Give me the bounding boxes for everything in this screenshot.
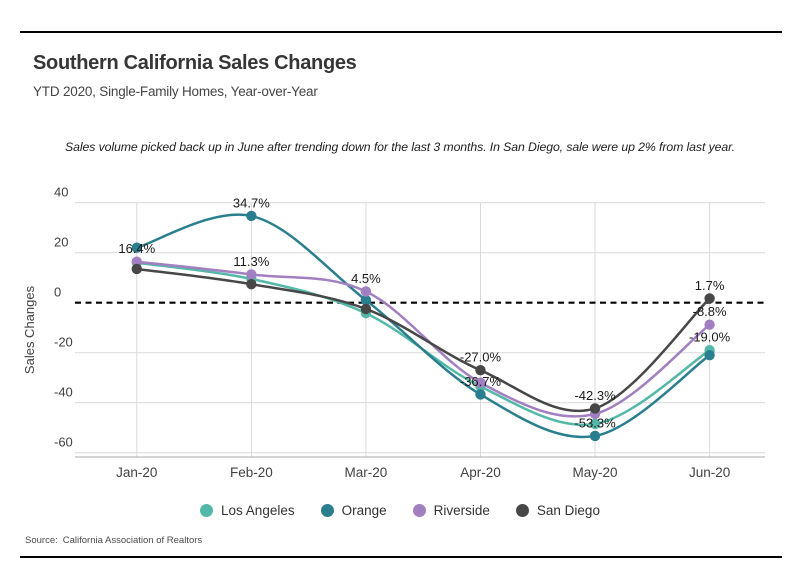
source-label: Source:	[25, 535, 58, 546]
legend-item-riverside: Riverside	[412, 503, 490, 518]
data-point-orange	[475, 389, 486, 400]
series-line-los-angeles	[135, 261, 711, 427]
data-point-san-diego	[704, 293, 715, 304]
y-tick-label: -60	[54, 435, 73, 450]
data-point-orange	[131, 242, 142, 253]
chart-legend: Los Angeles Orange Riverside San Diego	[0, 503, 800, 518]
data-label: 34.7%	[233, 195, 270, 210]
legend-item-san-diego: San Diego	[515, 503, 600, 518]
chart-title: Southern California Sales Changes	[33, 52, 357, 74]
x-tick-label: Feb-20	[230, 465, 273, 480]
data-label: -27.0%	[460, 350, 502, 365]
legend-label: Riverside	[433, 503, 490, 518]
data-point-orange	[360, 295, 372, 306]
source-text: California Association of Realtors	[62, 535, 203, 546]
data-label: 1.7%	[695, 278, 725, 293]
data-point-riverside	[131, 256, 142, 267]
y-tick-label: 0	[54, 285, 61, 300]
data-label: 11.3%	[233, 254, 269, 269]
data-label: -53.3%	[574, 415, 616, 430]
x-tick-label: Jan-20	[116, 465, 157, 480]
legend-dot-orange	[320, 504, 334, 517]
data-label: -8.8%	[693, 304, 727, 319]
legend-item-orange: Orange	[320, 503, 387, 518]
data-label: -36.7%	[460, 374, 502, 389]
legend-dot-riverside	[412, 504, 426, 517]
chart-svg: 40 20 0 -20 -40 -60 Jan-20 Feb-20 Mar-20 Apr-20 Ma…	[22, 185, 765, 480]
data-point-riverside	[360, 286, 372, 297]
data-point-san-diego	[246, 279, 257, 290]
data-point-los-angeles	[589, 418, 601, 430]
data-point-orange	[704, 350, 715, 361]
top-rule	[20, 31, 782, 33]
y-tick-label: 40	[54, 185, 68, 200]
data-point-orange	[589, 430, 601, 442]
data-label: 4.5%	[351, 271, 381, 286]
data-point-riverside	[246, 269, 257, 280]
x-tick-label: Mar-20	[345, 465, 388, 480]
series-line-san-diego	[135, 267, 711, 413]
data-point-orange	[246, 210, 257, 222]
legend-label: Los Angeles	[221, 503, 295, 518]
data-label: -19.0%	[689, 330, 731, 345]
series-line-orange	[135, 213, 711, 439]
legend-dot-los-angeles	[200, 504, 214, 517]
legend-label: Orange	[341, 503, 387, 518]
y-tick-label: -40	[54, 385, 73, 400]
data-point-riverside	[704, 319, 715, 330]
legend-item-los-angeles: Los Angeles	[200, 503, 295, 518]
y-tick-label: 20	[54, 235, 68, 250]
x-tick-label: Apr-20	[460, 465, 501, 480]
data-point-san-diego	[475, 365, 486, 376]
chart-annotation: Sales volume picked back up in June afte…	[65, 140, 735, 154]
legend-dot-san-diego	[515, 504, 529, 517]
data-point-riverside	[475, 377, 486, 388]
data-point-san-diego	[131, 263, 142, 275]
x-tick-label: May-20	[573, 465, 618, 480]
data-point-san-diego	[360, 303, 372, 315]
x-tick-label: Jun-20	[689, 465, 730, 480]
source-line: Source: California Association of Realtor…	[25, 535, 207, 546]
data-label: -42.3%	[574, 388, 616, 403]
data-point-san-diego	[589, 403, 601, 414]
data-label: 16.4%	[118, 241, 155, 256]
bottom-rule	[20, 556, 782, 558]
y-tick-label: -20	[54, 335, 73, 350]
y-axis-title: Sales Changes	[22, 285, 37, 374]
chart-subtitle: YTD 2020, Single-Family Homes, Year-over…	[33, 84, 318, 99]
legend-label: San Diego	[536, 503, 600, 518]
